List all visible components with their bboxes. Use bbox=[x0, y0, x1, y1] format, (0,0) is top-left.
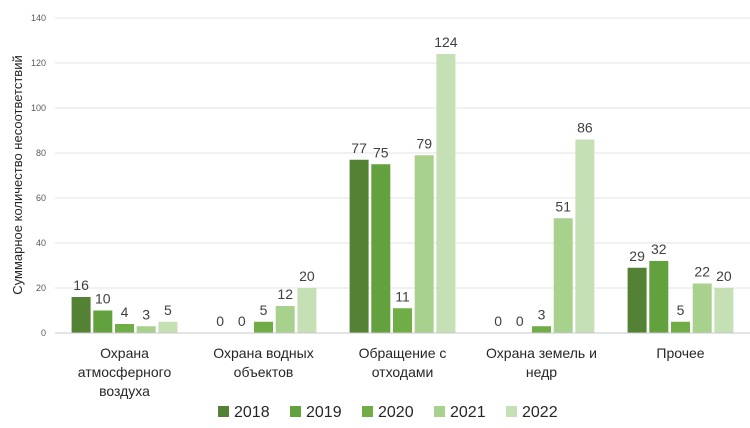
data-label: 20 bbox=[299, 268, 315, 284]
bar-2018 bbox=[349, 159, 369, 333]
category-label-line: Обращение с bbox=[359, 345, 447, 361]
data-label: 20 bbox=[716, 268, 732, 284]
bar-2021 bbox=[692, 283, 712, 333]
y-tick-label: 80 bbox=[36, 148, 46, 158]
category-label-line: недр bbox=[526, 364, 557, 380]
data-label: 5 bbox=[677, 302, 685, 318]
data-label: 0 bbox=[216, 313, 224, 329]
data-label: 51 bbox=[555, 198, 571, 214]
category-label: Охрана земель и недр bbox=[486, 345, 597, 380]
bar-2020 bbox=[393, 308, 412, 333]
bars bbox=[71, 54, 734, 333]
legend-label: 2019 bbox=[306, 404, 342, 421]
bar-2021 bbox=[414, 155, 434, 333]
category-label-line: атмосферного bbox=[78, 364, 172, 380]
bar-2021 bbox=[136, 326, 156, 333]
category-label-line: отходами bbox=[372, 364, 434, 380]
y-tick-label: 20 bbox=[36, 283, 46, 293]
bar-2020 bbox=[671, 321, 690, 333]
data-label: 77 bbox=[351, 140, 367, 156]
category-label-line: Охрана земель и bbox=[486, 345, 597, 361]
bar-2022 bbox=[436, 54, 456, 333]
data-label: 86 bbox=[577, 120, 593, 136]
data-label: 12 bbox=[277, 286, 293, 302]
y-tick-label: 0 bbox=[41, 328, 46, 338]
y-tick-label: 60 bbox=[36, 193, 46, 203]
data-label: 75 bbox=[373, 144, 389, 160]
category-label: Обращение с отходами bbox=[359, 345, 447, 380]
bar-2022 bbox=[158, 321, 178, 333]
data-label: 79 bbox=[416, 135, 432, 151]
data-label: 3 bbox=[538, 306, 546, 322]
legend-swatch-2019 bbox=[290, 406, 301, 417]
bar-2018 bbox=[627, 267, 647, 333]
bar-2019 bbox=[371, 164, 391, 333]
category-label: Охрана водных объектов bbox=[213, 345, 313, 380]
category-label: Прочее bbox=[656, 345, 704, 361]
bar-2020 bbox=[254, 321, 273, 333]
y-tick-label: 100 bbox=[31, 103, 46, 113]
category-label-line: Прочее bbox=[656, 345, 704, 361]
bar-2022 bbox=[714, 288, 734, 333]
category-label-line: Охрана водных bbox=[213, 345, 313, 361]
data-label: 124 bbox=[434, 34, 458, 50]
data-label: 5 bbox=[164, 302, 172, 318]
data-label: 5 bbox=[260, 302, 268, 318]
data-label: 11 bbox=[395, 288, 410, 304]
data-label: 4 bbox=[121, 304, 129, 320]
data-label: 0 bbox=[238, 313, 246, 329]
bar-2021 bbox=[275, 306, 295, 333]
bar-2019 bbox=[93, 310, 113, 333]
legend-label: 2020 bbox=[378, 404, 414, 421]
bar-2022 bbox=[575, 139, 595, 333]
data-label: 32 bbox=[651, 241, 667, 257]
data-label: 0 bbox=[516, 313, 524, 329]
legend-label: 2018 bbox=[234, 404, 270, 421]
y-tick-label: 40 bbox=[36, 238, 46, 248]
bar-2020 bbox=[532, 326, 551, 333]
y-tick-label: 120 bbox=[31, 58, 46, 68]
bar-2020 bbox=[115, 324, 134, 333]
legend-swatch-2022 bbox=[506, 406, 517, 417]
data-label: 3 bbox=[142, 306, 150, 322]
data-label: 22 bbox=[694, 264, 710, 280]
category-labels: Охрана атмосферного воздуха Охрана водных об… bbox=[78, 345, 705, 399]
bar-2019 bbox=[649, 261, 669, 333]
legend-label: 2022 bbox=[522, 404, 558, 421]
category-label-line: объектов bbox=[234, 364, 294, 380]
legend-swatch-2020 bbox=[362, 406, 373, 417]
legend-swatch-2018 bbox=[218, 406, 229, 417]
y-axis-ticks: 0 20 40 60 80 100 120 140 bbox=[31, 13, 46, 338]
category-label: Охрана атмосферного воздуха bbox=[78, 345, 172, 399]
bar-2022 bbox=[297, 288, 317, 333]
bar-2021 bbox=[553, 218, 573, 333]
gridlines bbox=[55, 17, 750, 289]
legend-swatch-2021 bbox=[434, 406, 445, 417]
y-axis-label: Суммарное количество несоответствий bbox=[10, 55, 25, 294]
bar-2018 bbox=[71, 297, 91, 333]
data-label: 0 bbox=[494, 313, 502, 329]
category-label-line: Охрана bbox=[100, 345, 149, 361]
legend: 2018 2019 2020 2021 2022 bbox=[218, 404, 558, 421]
data-label: 10 bbox=[95, 291, 111, 307]
data-label: 29 bbox=[629, 248, 645, 264]
legend-label: 2021 bbox=[450, 404, 486, 421]
data-label: 16 bbox=[73, 277, 89, 293]
category-label-line: воздуха bbox=[99, 383, 150, 399]
y-tick-label: 140 bbox=[31, 13, 46, 23]
